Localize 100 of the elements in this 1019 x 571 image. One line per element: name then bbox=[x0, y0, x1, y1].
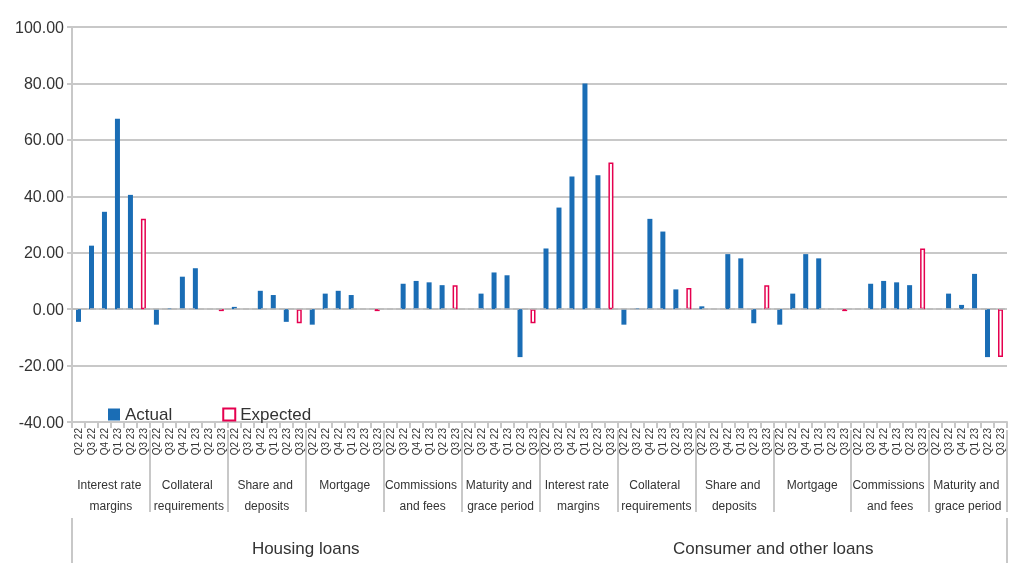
x-tick-label: Q2 22 bbox=[852, 427, 864, 456]
legend-label: Expected bbox=[240, 405, 312, 424]
x-tick-label: Q1 23 bbox=[969, 427, 981, 456]
bar bbox=[582, 83, 588, 310]
bar bbox=[686, 287, 692, 310]
x-tick-label: Q3 22 bbox=[163, 427, 175, 456]
x-tick-label: Q2 23 bbox=[826, 427, 838, 456]
x-tick-label: Q3 22 bbox=[709, 427, 721, 456]
x-tick-label: Q1 23 bbox=[579, 427, 591, 456]
text: Mortgage bbox=[786, 477, 838, 492]
x-tick-label: Q4 22 bbox=[332, 427, 344, 456]
bar bbox=[153, 309, 159, 325]
bar bbox=[270, 295, 276, 310]
bar bbox=[179, 276, 185, 310]
bar bbox=[777, 309, 783, 325]
x-tick-label: Q3 23 bbox=[371, 427, 383, 456]
x-tick-label: Q4 22 bbox=[410, 427, 422, 456]
x-tick-label: Q3 23 bbox=[917, 427, 929, 456]
x-tick-label: Q3 23 bbox=[839, 427, 851, 456]
x-tick-label: Q3 23 bbox=[761, 427, 773, 456]
x-tick-label: Q2 22 bbox=[930, 427, 942, 456]
bar bbox=[595, 175, 601, 310]
y-tick-label: 0.00 bbox=[32, 300, 65, 318]
x-tick-label: Q2 22 bbox=[72, 427, 84, 456]
legend-label: Actual bbox=[125, 405, 173, 424]
bar bbox=[192, 268, 198, 310]
x-tick-label: Q1 23 bbox=[111, 427, 123, 456]
text: Commissions and fees bbox=[384, 477, 461, 513]
x-tick-label: Q4 22 bbox=[488, 427, 500, 456]
bar bbox=[816, 258, 822, 310]
x-tick-label: Q3 22 bbox=[865, 427, 877, 456]
bar bbox=[907, 285, 913, 310]
x-tick-label: Q3 22 bbox=[475, 427, 487, 456]
bar bbox=[439, 285, 445, 310]
x-tick-label: Q2 23 bbox=[124, 427, 136, 456]
bar bbox=[803, 254, 809, 310]
x-tick-label: Q2 23 bbox=[904, 427, 916, 456]
y-tick-label: 40.00 bbox=[23, 187, 65, 205]
bar bbox=[322, 293, 328, 310]
bar bbox=[556, 207, 562, 310]
bar bbox=[621, 309, 627, 325]
y-tick-label: 100.00 bbox=[15, 18, 65, 36]
bar bbox=[790, 293, 796, 310]
x-tick-label: Q3 22 bbox=[85, 427, 97, 456]
x-tick-label: Q2 23 bbox=[280, 427, 292, 456]
bar bbox=[426, 282, 432, 310]
x-tick-label: Q1 23 bbox=[501, 427, 513, 456]
bar bbox=[881, 280, 887, 310]
y-tick-label: 80.00 bbox=[23, 74, 65, 92]
x-tick-label: Q3 22 bbox=[241, 427, 253, 456]
x-tick-label: Q1 23 bbox=[891, 427, 903, 456]
bar bbox=[972, 273, 978, 310]
x-tick-label: Q2 22 bbox=[540, 427, 552, 456]
bar bbox=[283, 309, 289, 322]
x-tick-label: Q1 23 bbox=[345, 427, 357, 456]
bar bbox=[452, 285, 458, 310]
x-tick-label: Q4 22 bbox=[878, 427, 890, 456]
text: Share and deposits bbox=[237, 477, 297, 513]
text: Mortgage bbox=[319, 477, 371, 492]
x-tick-label: Q3 23 bbox=[449, 427, 461, 456]
bar bbox=[75, 309, 81, 322]
bar bbox=[257, 290, 263, 310]
x-tick-label: Q2 23 bbox=[748, 427, 760, 456]
bar bbox=[413, 280, 419, 310]
bar bbox=[764, 285, 770, 310]
x-tick-label: Q3 22 bbox=[319, 427, 331, 456]
x-tick-label: Q1 23 bbox=[813, 427, 825, 456]
x-tick-label: Q2 22 bbox=[384, 427, 396, 456]
bar bbox=[738, 258, 744, 310]
x-tick-label: Q1 23 bbox=[423, 427, 435, 456]
x-tick-label: Q3 23 bbox=[995, 427, 1007, 456]
y-tick-label: -20.00 bbox=[18, 357, 65, 375]
x-tick-label: Q2 23 bbox=[592, 427, 604, 456]
text: Share and deposits bbox=[704, 477, 764, 513]
bar bbox=[504, 275, 510, 310]
text: Commissions and fees bbox=[852, 477, 928, 513]
bar bbox=[647, 218, 653, 310]
x-tick-label: Q1 23 bbox=[189, 427, 201, 456]
x-tick-label: Q3 23 bbox=[137, 427, 149, 456]
x-tick-label: Q2 22 bbox=[618, 427, 630, 456]
x-tick-label: Q2 23 bbox=[202, 427, 214, 456]
x-tick-label: Q3 23 bbox=[683, 427, 695, 456]
x-tick-label: Q4 22 bbox=[644, 427, 656, 456]
text: Collateral requirements bbox=[621, 477, 692, 513]
bar bbox=[296, 309, 302, 324]
bar bbox=[673, 289, 679, 310]
y-tick-label: 60.00 bbox=[23, 131, 65, 149]
x-tick-label: Q4 22 bbox=[800, 427, 812, 456]
x-tick-label: Q3 23 bbox=[527, 427, 539, 456]
x-tick-label: Q4 22 bbox=[254, 427, 266, 456]
text: Housing loans bbox=[251, 539, 360, 558]
bar bbox=[894, 282, 900, 310]
bar bbox=[569, 176, 575, 310]
text: Maturity and grace period bbox=[933, 477, 1003, 513]
bar bbox=[127, 194, 133, 310]
bar bbox=[751, 309, 757, 324]
bar bbox=[400, 283, 406, 310]
x-tick-label: Q4 22 bbox=[98, 427, 110, 456]
x-tick-label: Q3 23 bbox=[293, 427, 305, 456]
x-tick-label: Q1 23 bbox=[267, 427, 279, 456]
